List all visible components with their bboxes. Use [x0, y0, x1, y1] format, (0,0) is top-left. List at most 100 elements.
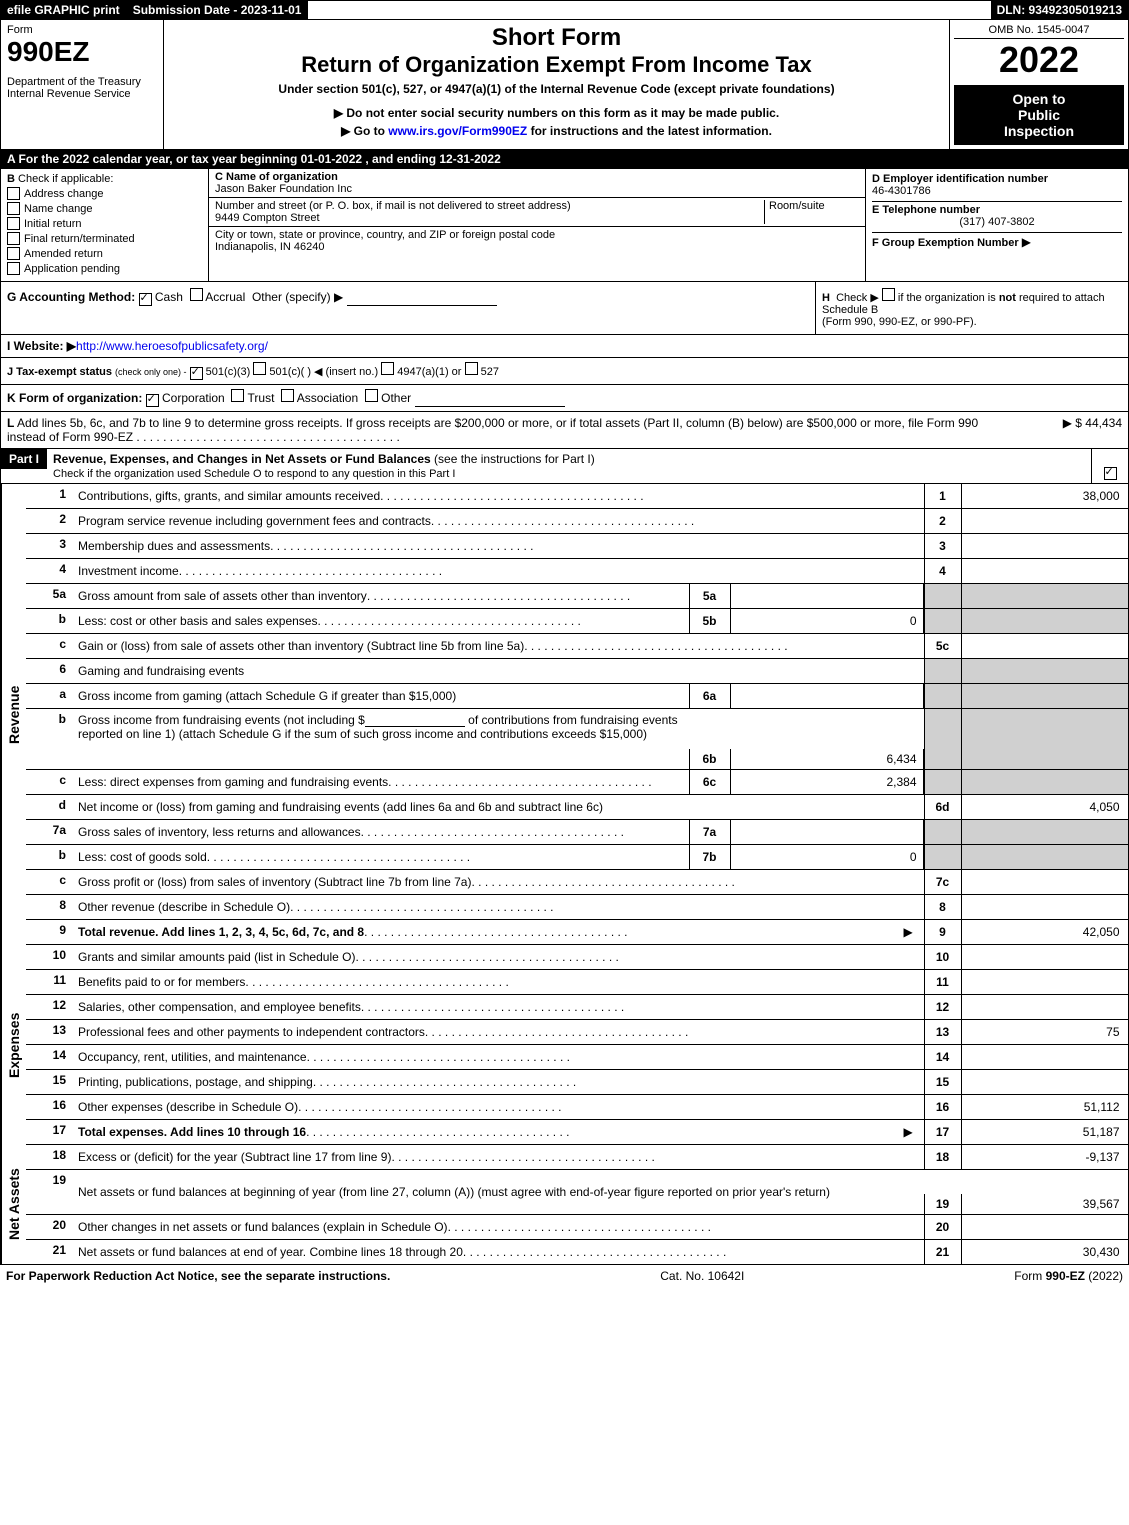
cb-application-pending[interactable]: Application pending — [7, 262, 202, 275]
cb-schedule-o-part1[interactable] — [1104, 467, 1117, 480]
top-bar: efile GRAPHIC print Submission Date - 20… — [0, 0, 1129, 20]
form-ref: Form 990-EZ (2022) — [1014, 1269, 1123, 1283]
section-d-e-f: D Employer identification number 46-4301… — [866, 169, 1128, 281]
part1-header-row: Part I Revenue, Expenses, and Changes in… — [0, 449, 1129, 484]
cb-corporation[interactable] — [146, 394, 159, 407]
short-form-title: Short Form — [172, 24, 941, 52]
line6b-value: 6,434 — [731, 749, 924, 769]
cb-address-change[interactable]: Address change — [7, 187, 202, 200]
cb-initial-return[interactable]: Initial return — [7, 217, 202, 230]
tax-year: 2022 — [954, 39, 1124, 81]
section-b: B Check if applicable: Address change Na… — [1, 169, 209, 281]
section-l: L Add lines 5b, 6c, and 7b to line 9 to … — [0, 412, 1129, 449]
cb-amended-return[interactable]: Amended return — [7, 247, 202, 260]
line6b-contrib-input[interactable] — [365, 712, 465, 727]
line6c-value: 2,384 — [731, 770, 924, 794]
line2-value — [961, 509, 1128, 533]
line5b-value: 0 — [731, 609, 924, 633]
section-g: G Accounting Method: Cash Accrual Other … — [1, 282, 815, 334]
section-c: C Name of organization Jason Baker Found… — [209, 169, 866, 281]
efile-label[interactable]: efile GRAPHIC print — [1, 1, 127, 19]
street-address: 9449 Compton Street — [215, 212, 764, 224]
part1-table: Revenue 1Contributions, gifts, grants, a… — [0, 484, 1129, 1265]
form-header: Form 990EZ Department of the Treasury In… — [0, 20, 1129, 150]
submission-date: Submission Date - 2023-11-01 — [127, 1, 309, 19]
form-label: Form — [7, 24, 157, 36]
line6d-value: 4,050 — [961, 795, 1128, 819]
goto-instructions: ▶ Go to www.irs.gov/Form990EZ for instru… — [172, 124, 941, 138]
cb-501c[interactable] — [253, 362, 266, 375]
irs-link[interactable]: www.irs.gov/Form990EZ — [388, 124, 527, 138]
cb-name-change[interactable]: Name change — [7, 202, 202, 215]
cb-final-return[interactable]: Final return/terminated — [7, 232, 202, 245]
line18-value: -9,137 — [961, 1145, 1128, 1169]
other-org-input[interactable] — [415, 392, 565, 407]
cb-schedule-b[interactable] — [882, 288, 895, 301]
cb-527[interactable] — [465, 362, 478, 375]
return-title: Return of Organization Exempt From Incom… — [172, 52, 941, 78]
header-right: OMB No. 1545-0047 2022 Open to Public In… — [949, 20, 1128, 149]
line9-total-revenue: 42,050 — [961, 920, 1128, 944]
form-number: 990EZ — [7, 36, 157, 68]
city-state-zip: Indianapolis, IN 46240 — [215, 241, 859, 253]
dept-treasury: Department of the Treasury — [7, 76, 157, 88]
cb-trust[interactable] — [231, 389, 244, 402]
telephone: (317) 407-3802 — [872, 216, 1122, 228]
irs-label: Internal Revenue Service — [7, 88, 157, 100]
section-i-website: I Website: ▶http://www.heroesofpublicsaf… — [0, 335, 1129, 358]
omb-number: OMB No. 1545-0047 — [954, 24, 1124, 39]
line13-value: 75 — [961, 1020, 1128, 1044]
line7b-value: 0 — [731, 845, 924, 869]
room-suite-label: Room/suite — [764, 200, 859, 224]
gross-receipts-amount: ▶ $ 44,434 — [1002, 416, 1122, 444]
line7c-value — [961, 870, 1128, 894]
header-center: Short Form Return of Organization Exempt… — [164, 20, 949, 149]
section-a-calendar-year: A For the 2022 calendar year, or tax yea… — [0, 150, 1129, 169]
netassets-vert-label: Net Assets — [1, 1145, 26, 1264]
line1-value: 38,000 — [961, 484, 1128, 508]
line4-value — [961, 559, 1128, 583]
cb-accrual[interactable] — [190, 288, 203, 301]
ein: 46-4301786 — [872, 185, 1122, 197]
header-left: Form 990EZ Department of the Treasury In… — [1, 20, 164, 149]
under-section: Under section 501(c), 527, or 4947(a)(1)… — [172, 82, 941, 96]
line3-value — [961, 534, 1128, 558]
cb-association[interactable] — [281, 389, 294, 402]
revenue-vert-label: Revenue — [1, 484, 26, 945]
no-ssn-warning: ▶ Do not enter social security numbers o… — [172, 106, 941, 120]
cb-other-org[interactable] — [365, 389, 378, 402]
line15-value — [961, 1070, 1128, 1094]
website-link[interactable]: http://www.heroesofpublicsafety.org/ — [76, 339, 268, 353]
paperwork-notice: For Paperwork Reduction Act Notice, see … — [6, 1269, 390, 1283]
open-to-public: Open to Public Inspection — [954, 85, 1124, 145]
line17-total-expenses: 51,187 — [961, 1120, 1128, 1144]
line5c-value — [961, 634, 1128, 658]
line8-value — [961, 895, 1128, 919]
line16-value: 51,112 — [961, 1095, 1128, 1119]
line19-value: 39,567 — [961, 1194, 1128, 1214]
cb-4947[interactable] — [381, 362, 394, 375]
line5a-value — [731, 584, 924, 608]
expenses-vert-label: Expenses — [1, 945, 26, 1145]
cb-cash[interactable] — [139, 293, 152, 306]
org-name: Jason Baker Foundation Inc — [215, 183, 859, 195]
part1-label: Part I — [1, 449, 47, 469]
line7a-value — [731, 820, 924, 844]
line10-value — [961, 945, 1128, 969]
line14-value — [961, 1045, 1128, 1069]
line12-value — [961, 995, 1128, 1019]
line6a-value — [731, 684, 924, 708]
section-h: H Check ▶ if the organization is not req… — [815, 282, 1128, 334]
page-footer: For Paperwork Reduction Act Notice, see … — [0, 1265, 1129, 1287]
other-specify-input[interactable] — [347, 291, 497, 306]
cb-501c3[interactable] — [190, 367, 203, 380]
section-k-form-org: K Form of organization: Corporation Trus… — [0, 385, 1129, 412]
cat-no: Cat. No. 10642I — [660, 1269, 744, 1283]
info-block: B Check if applicable: Address change Na… — [0, 169, 1129, 282]
line11-value — [961, 970, 1128, 994]
part1-title: Revenue, Expenses, and Changes in Net As… — [47, 449, 1091, 483]
section-j-tax-exempt: J Tax-exempt status (check only one) - 5… — [0, 358, 1129, 385]
line20-value — [961, 1215, 1128, 1239]
row-g-h: G Accounting Method: Cash Accrual Other … — [0, 282, 1129, 335]
line21-value: 30,430 — [961, 1240, 1128, 1264]
